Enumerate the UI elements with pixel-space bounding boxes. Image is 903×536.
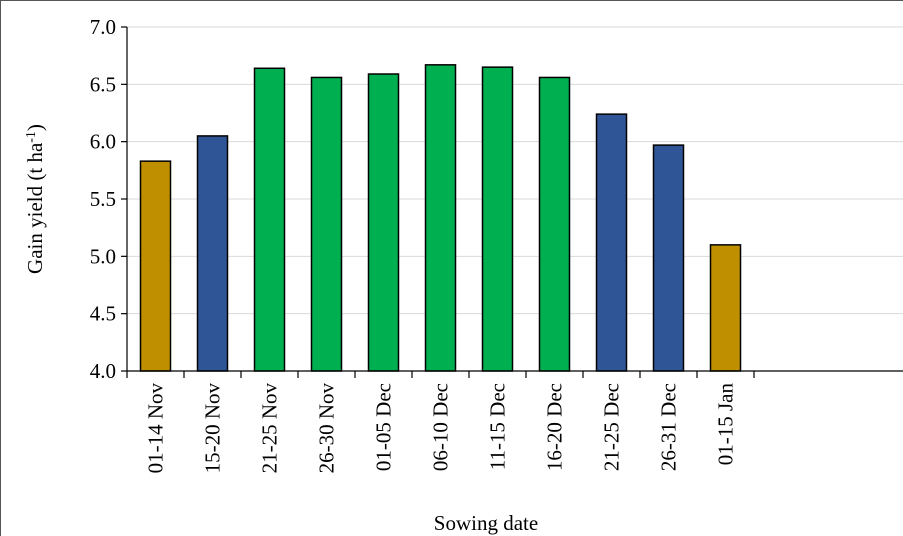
y-axis-label: Gain yield (t ha-1): [23, 124, 47, 274]
bar: [139, 160, 172, 372]
bar: [481, 66, 514, 372]
y-axis-label-main: Gain yield (t ha: [23, 142, 47, 274]
bar: [310, 76, 343, 372]
x-tick-label: 21-25 Dec: [600, 383, 624, 471]
y-tick-label: 7.0: [90, 15, 116, 39]
x-ticks: 01-14 Nov 15-20 Nov 21-25 Nov 26-30 Nov 01-0…: [126, 371, 755, 474]
x-tick-label: 26-30 Nov: [315, 383, 339, 474]
bar: [595, 113, 628, 372]
bar: [652, 144, 685, 372]
x-tick-label: 06-10 Dec: [429, 383, 453, 471]
y-tick-label: 6.5: [90, 72, 116, 96]
bar: [367, 73, 400, 372]
y-tick-label: 4.0: [90, 359, 116, 383]
y-axis-label-sup: -1: [24, 131, 39, 143]
bar: [424, 64, 457, 372]
x-tick-label: 01-05 Dec: [372, 383, 396, 471]
y-tick-label: 4.5: [90, 302, 116, 326]
gridlines: [127, 26, 903, 315]
y-ticks: 4.0 4.5 5.0 5.5 6.0 6.5 7.0: [90, 15, 127, 383]
x-tick-label: 01-14 Nov: [144, 383, 168, 474]
bar: [253, 67, 286, 372]
x-tick-label: 11-15 Dec: [486, 383, 510, 470]
bar: [196, 135, 229, 372]
x-tick-label: 15-20 Nov: [201, 383, 225, 474]
x-axis-label: Sowing date: [434, 511, 538, 535]
x-tick-label: 16-20 Dec: [543, 383, 567, 471]
bars: [139, 64, 742, 372]
y-tick-label: 5.5: [90, 187, 116, 211]
x-tick-label: 01-15 Jan: [714, 383, 738, 466]
y-axis-label-end: ): [23, 124, 47, 131]
bar: [538, 76, 571, 372]
bar: [709, 244, 742, 372]
y-tick-label: 6.0: [90, 130, 116, 154]
x-tick-label: 21-25 Nov: [258, 383, 282, 474]
x-tick-label: 26-31 Dec: [657, 383, 681, 471]
y-tick-label: 5.0: [90, 244, 116, 268]
